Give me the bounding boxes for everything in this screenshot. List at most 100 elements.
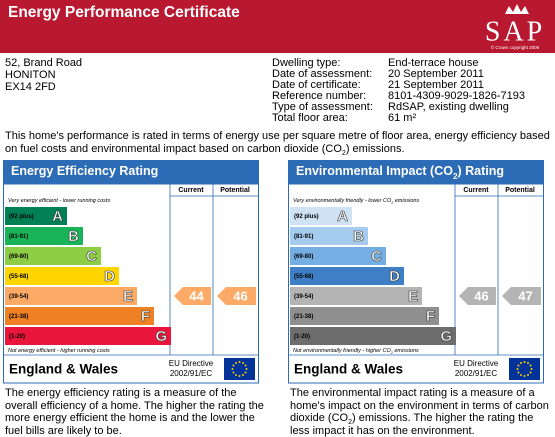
eu-star: [520, 361, 522, 364]
band-range: (39-54): [294, 294, 313, 300]
detail-value: 8101-4309-9029-1826-7193: [388, 90, 526, 102]
eu-star: [523, 361, 526, 363]
band-range: (1-20): [294, 334, 310, 340]
eu-star: [242, 361, 244, 364]
column-header: Current: [178, 187, 204, 194]
text: ) Rating: [458, 164, 505, 178]
address-line: 52, Brand Road: [5, 57, 83, 69]
region: England & Wales: [294, 362, 403, 377]
directive: EU Directive: [169, 359, 214, 368]
column-header: Potential: [505, 187, 535, 194]
logo: SAP: [485, 16, 545, 47]
detail-label: Type of assessment:: [272, 101, 373, 113]
detail-row: Date of assessment: 20 September 2011: [272, 68, 484, 80]
subscript: 2: [341, 149, 346, 157]
eu-star: [520, 374, 522, 377]
rating-arrow: [502, 287, 541, 305]
description: The environmental impact rating is a mea…: [290, 387, 552, 437]
title-bar: [3, 160, 259, 184]
band: [5, 247, 101, 265]
band-range: (21-38): [9, 314, 28, 320]
rating-value: 46: [233, 288, 247, 303]
panel: Energy Efficiency Rating Current Potential…: [3, 160, 259, 384]
detail-label: Dwelling type:: [272, 57, 341, 69]
band-range: (69-80): [294, 254, 313, 260]
band: [5, 207, 67, 225]
directive: EU Directive: [454, 359, 499, 368]
subscript: 2: [348, 419, 352, 427]
eu-star: [235, 374, 237, 377]
region: England & Wales: [9, 362, 118, 377]
rating-value: 46: [474, 288, 488, 303]
detail-row: Total floor area: 61 m²: [272, 112, 416, 124]
eu-star: [529, 364, 532, 367]
band-letter: G: [155, 328, 167, 345]
band-letter: B: [353, 228, 364, 245]
title-bar: [288, 160, 544, 184]
subscript: 2: [453, 172, 458, 181]
eu-star: [245, 368, 248, 370]
band-letter: C: [86, 248, 97, 265]
band-letter: D: [389, 268, 400, 285]
rating-value: 44: [189, 288, 204, 303]
band: [290, 207, 352, 225]
detail-row: Reference number: 8101-4309-9029-1826-719…: [272, 90, 525, 102]
copyright: © Crown copyright 2009: [491, 44, 540, 50]
text: ) emissions. The higher the rating the l…: [290, 412, 534, 437]
band-range: (55-68): [9, 274, 28, 280]
panel-title: Energy Efficiency Rating: [11, 164, 158, 178]
band: [5, 227, 83, 245]
band-letter: G: [440, 328, 452, 345]
detail-value: RdSAP, existing dwelling: [388, 101, 509, 113]
eu-star: [517, 371, 520, 374]
band: [5, 267, 119, 285]
eu-star: [517, 364, 520, 367]
intro: This home's performance is rated in term…: [5, 130, 550, 157]
rating-arrow: [217, 287, 256, 305]
top-note: Very energy efficient - lower running co…: [8, 198, 110, 204]
directive: 2002/91/EC: [455, 369, 497, 378]
text: Not environmentally friendly - higher CO: [293, 348, 392, 354]
header-band: [0, 0, 555, 53]
band-range: (55-68): [294, 274, 313, 280]
band-range: (81-91): [294, 234, 313, 240]
detail-label: Date of assessment:: [272, 68, 373, 80]
text: The environmental impact rating is a mea…: [290, 387, 549, 424]
band: [5, 287, 137, 305]
address-line: EX14 2FD: [5, 81, 56, 93]
description: The energy efficiency rating is a measur…: [5, 387, 267, 437]
panel: Environmental Impact (CO2) RatingCurrent…: [288, 160, 544, 384]
text: emissions: [393, 198, 419, 204]
band-range: (21-38): [294, 314, 313, 320]
band: [5, 327, 171, 345]
band: [290, 227, 368, 245]
eu-star: [527, 374, 529, 377]
band: [290, 267, 404, 285]
text: Not energy efficient - higher running co…: [8, 348, 110, 354]
detail-row: Dwelling type: End-terrace house: [272, 57, 479, 69]
detail-value: 20 September 2011: [388, 68, 484, 80]
text: Environmental Impact (CO: [296, 164, 453, 178]
eu-star: [232, 364, 235, 367]
band-letter: E: [408, 288, 418, 305]
eu-star: [529, 371, 532, 374]
band-letter: A: [52, 208, 63, 225]
band-letter: F: [141, 308, 150, 325]
text: ) emissions.: [345, 142, 405, 155]
subscript: 2: [390, 351, 393, 355]
column-header: Potential: [220, 187, 250, 194]
eu-star: [523, 375, 526, 377]
eu-flag: [224, 358, 255, 380]
eu-star: [232, 371, 235, 374]
subscript: 2: [390, 201, 393, 205]
column-header: Current: [463, 187, 489, 194]
detail-row: Date of certificate: 21 September 2011: [272, 79, 484, 91]
detail-value: End-terrace house: [388, 57, 479, 69]
text: The energy efficiency rating is a measur…: [5, 387, 264, 437]
text: This home's performance is rated in term…: [5, 130, 550, 155]
band-letter: F: [426, 308, 435, 325]
eu-star: [238, 361, 241, 363]
eu-star: [244, 364, 247, 367]
band-letter: C: [371, 248, 382, 265]
detail-label: Reference number:: [272, 90, 367, 102]
